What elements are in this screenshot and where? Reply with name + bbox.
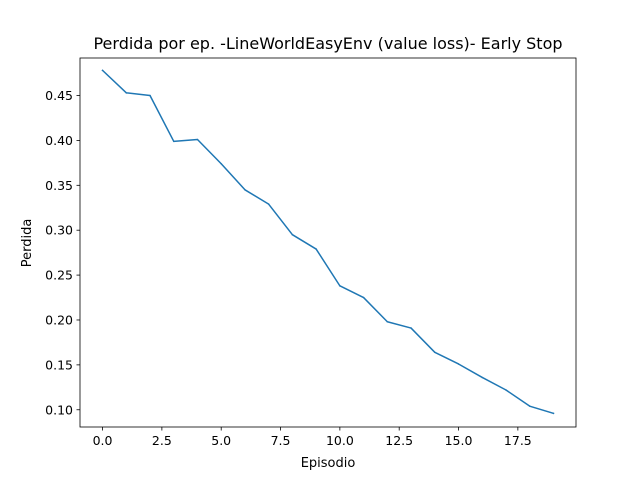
data-point [457, 363, 460, 365]
data-point [125, 92, 128, 94]
x-tick-label: 17.5 [504, 433, 532, 448]
data-point [362, 296, 365, 299]
y-tick-label: 0.40 [45, 133, 73, 148]
x-tick-label: 10.0 [326, 433, 354, 448]
y-tick-label: 0.10 [45, 402, 73, 417]
y-tick-label: 0.30 [45, 223, 73, 238]
data-point [101, 69, 104, 72]
y-tick-label: 0.20 [45, 312, 73, 327]
x-tick-label: 15.0 [445, 433, 473, 448]
x-tick-label: 0.0 [93, 433, 113, 448]
chart-title: Perdida por ep. -LineWorldEasyEnv (value… [93, 34, 562, 53]
data-point [291, 233, 294, 236]
data-point [339, 285, 341, 287]
data-point [410, 327, 412, 329]
y-tick-label: 0.35 [45, 178, 73, 193]
data-point [149, 94, 151, 97]
data-point [315, 248, 317, 250]
data-point [434, 351, 436, 354]
data-point [172, 140, 175, 143]
data-point [244, 189, 246, 191]
plot-area: 0.0 2.5 5.0 7.5 10.0 12.5 15.0 17.5 0.10 0.15 0.20… [45, 57, 577, 448]
x-tick-label: 7.5 [271, 433, 291, 448]
y-tick-label: 0.45 [45, 88, 73, 103]
axes-frame [79, 57, 577, 428]
x-tick-label: 5.0 [211, 433, 231, 448]
x-tick-label: 2.5 [152, 433, 172, 448]
data-point [386, 321, 389, 323]
data-point [220, 163, 222, 165]
x-axis-label: Episodio [301, 456, 356, 471]
y-tick-label: 0.15 [45, 357, 73, 372]
data-point [196, 138, 199, 141]
data-point [528, 405, 531, 407]
x-tick-label: 12.5 [385, 433, 413, 448]
data-point [267, 203, 270, 205]
y-axis-label: Perdida [20, 219, 35, 268]
series-line [101, 69, 555, 415]
data-point [481, 376, 484, 379]
y-tick-label: 0.25 [45, 268, 73, 283]
data-point [505, 389, 507, 391]
data-point [552, 412, 555, 415]
